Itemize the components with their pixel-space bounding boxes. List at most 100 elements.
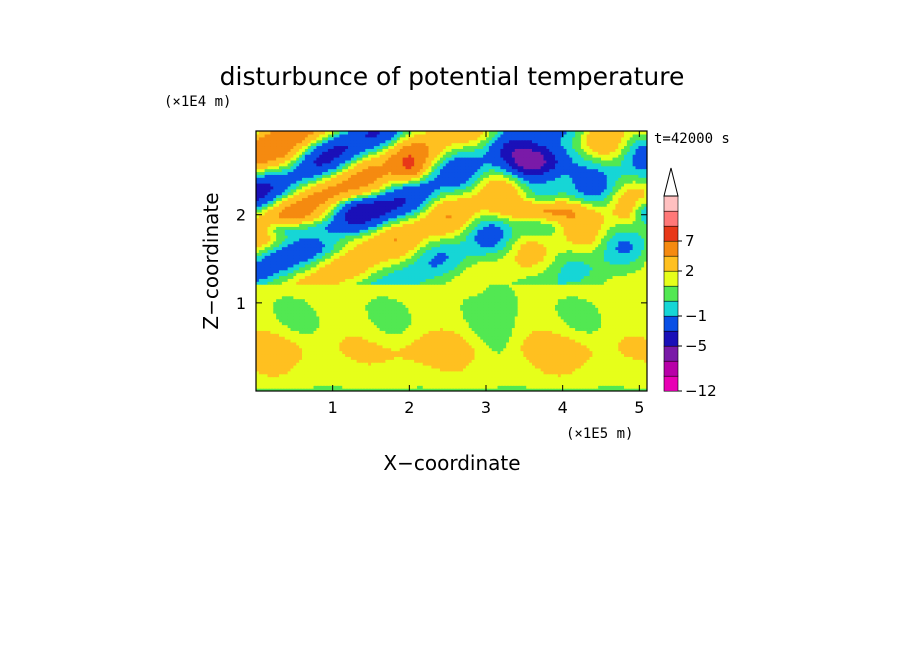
- field-cell: [534, 295, 539, 300]
- field-cell: [529, 385, 533, 389]
- field-cell: [419, 359, 424, 363]
- field-cell: [417, 382, 421, 386]
- field-cell: [486, 318, 490, 323]
- field-cell: [552, 313, 556, 317]
- field-cell: [523, 324, 527, 329]
- field-cell: [281, 339, 286, 343]
- field-cell: [532, 292, 536, 297]
- field-cell: [572, 341, 576, 346]
- field-cell: [618, 347, 622, 352]
- field-cell: [555, 344, 559, 349]
- field-cell: [612, 379, 616, 383]
- field-cell: [296, 287, 300, 291]
- field-cell: [379, 304, 384, 308]
- field-cell: [368, 324, 372, 329]
- field-cell: [612, 292, 616, 297]
- field-cell: [540, 315, 545, 320]
- field-cell: [448, 341, 453, 346]
- field-cell: [385, 315, 389, 320]
- field-cell: [385, 298, 389, 303]
- field-cell: [520, 324, 524, 329]
- field-cell: [598, 359, 602, 363]
- field-cell: [422, 365, 427, 369]
- field-cell: [552, 379, 556, 383]
- field-cell: [434, 382, 438, 386]
- field-cell: [514, 362, 519, 366]
- field-cell: [612, 287, 616, 291]
- field-cell: [540, 356, 545, 360]
- field-cell: [270, 373, 274, 378]
- field-cell: [555, 379, 559, 383]
- field-cell: [307, 365, 312, 369]
- field-cell: [307, 321, 312, 326]
- field-cell: [529, 359, 533, 363]
- field-cell: [281, 333, 286, 337]
- field-cell: [532, 353, 536, 357]
- field-cell: [342, 287, 346, 291]
- field-cell: [330, 295, 335, 300]
- field-cell: [365, 367, 369, 372]
- field-cell: [615, 307, 619, 311]
- field-cell: [480, 350, 484, 355]
- field-cell: [615, 330, 619, 334]
- field-cell: [609, 367, 614, 372]
- field-cell: [310, 318, 315, 323]
- field-cell: [437, 353, 441, 357]
- field-cell: [543, 359, 547, 363]
- field-cell: [422, 388, 427, 391]
- field-cell: [394, 376, 398, 381]
- field-cell: [391, 336, 395, 340]
- field-cell: [379, 327, 384, 331]
- field-cell: [319, 324, 323, 329]
- field-cell: [442, 347, 447, 352]
- field-cell: [603, 339, 608, 343]
- field-cell: [595, 362, 599, 366]
- field-cell: [428, 333, 432, 337]
- field-cell: [267, 367, 271, 372]
- field-cell: [586, 310, 591, 314]
- field-cell: [428, 339, 432, 343]
- field-cell: [425, 333, 430, 337]
- field-cell: [388, 356, 392, 360]
- field-cell: [486, 341, 490, 346]
- field-cell: [626, 327, 631, 331]
- field-cell: [583, 365, 588, 369]
- field-cell: [408, 359, 412, 363]
- field-cell: [546, 324, 550, 329]
- field-cell: [471, 330, 476, 334]
- field-cell: [589, 295, 593, 300]
- field-cell: [491, 367, 496, 372]
- field-cell: [523, 315, 527, 320]
- field-cell: [583, 382, 588, 386]
- field-cell: [319, 315, 323, 320]
- field-cell: [586, 324, 591, 329]
- field-cell: [299, 379, 303, 383]
- field-cell: [270, 353, 274, 357]
- field-cell: [509, 284, 513, 288]
- field-cell: [595, 307, 599, 311]
- field-cell: [635, 379, 639, 383]
- field-cell: [385, 284, 389, 288]
- field-cell: [327, 370, 332, 375]
- field-cell: [276, 365, 280, 369]
- field-cell: [359, 292, 363, 297]
- field-cell: [425, 289, 430, 294]
- field-cell: [356, 359, 361, 363]
- field-cell: [302, 379, 306, 383]
- field-cell: [575, 330, 579, 334]
- field-cell: [304, 341, 309, 346]
- field-cell: [273, 359, 277, 363]
- field-cell: [279, 310, 283, 314]
- field-cell: [356, 365, 361, 369]
- field-cell: [534, 324, 539, 329]
- field-cell: [540, 370, 545, 375]
- field-cell: [431, 388, 435, 391]
- field-cell: [509, 336, 513, 340]
- field-cell: [632, 350, 637, 355]
- field-cell: [425, 370, 430, 375]
- field-cell: [388, 382, 392, 386]
- field-cell: [316, 379, 320, 383]
- field-cell: [629, 289, 634, 294]
- field-cell: [419, 284, 424, 288]
- field-cell: [569, 350, 573, 355]
